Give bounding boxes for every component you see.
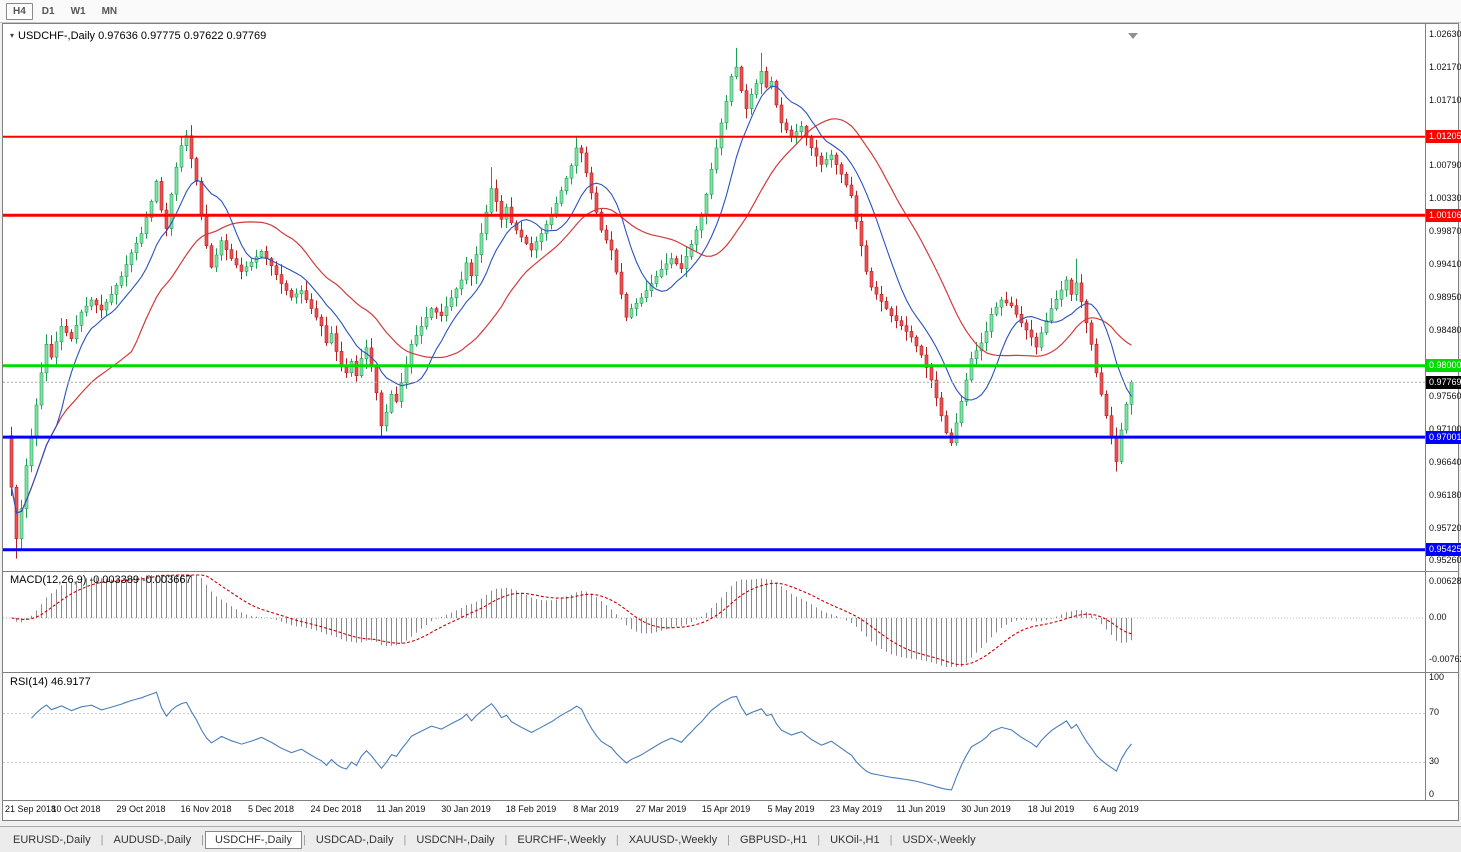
date-label: 15 Apr 2019 (701, 804, 751, 814)
chart-title: USDCHF-,Daily 0.97636 0.97775 0.97622 0.… (18, 30, 267, 42)
tab-separator: | (504, 833, 508, 846)
tab-separator: | (889, 833, 893, 846)
collapse-arrow-icon[interactable]: ▾ (10, 31, 15, 40)
date-label: 18 Jul 2019 (1027, 804, 1075, 814)
timeframe-button-h4[interactable]: H4 (6, 2, 33, 20)
rsi-axis-label: 0 (1429, 789, 1435, 799)
price-tick-0.95720: 0.95720 (1429, 523, 1461, 533)
price-tick-0.97100: 0.97100 (1429, 424, 1461, 434)
rsi-axis-label: 70 (1429, 707, 1440, 717)
chart-canvas[interactable] (3, 24, 1458, 820)
ma-fast-line (10, 85, 1132, 514)
price-tick-0.99410: 0.99410 (1429, 259, 1461, 269)
price-axis[interactable]: 1.02630 1.02170 1.01710 1.00790 1.00330 0.998… (1426, 24, 1461, 800)
chart-tab-usdcad-daily[interactable]: USDCAD-,Daily (315, 833, 394, 846)
tab-separator: | (727, 833, 730, 846)
date-label: 11 Jun 2019 (896, 804, 946, 814)
level-badge-1.01205: 1.01205 (1426, 130, 1461, 143)
date-label: 27 Mar 2019 (635, 804, 687, 814)
date-label: 8 Mar 2019 (573, 804, 619, 814)
macd-signal-line (11, 574, 1132, 666)
level-badge-0.95425: 0.95425 (1426, 543, 1461, 556)
date-label: 23 May 2019 (829, 804, 883, 814)
price-tick-1.02170: 1.02170 (1429, 62, 1461, 72)
timeframe-button-w1[interactable]: W1 (70, 5, 86, 17)
chart-shift-marker-icon[interactable] (1128, 33, 1138, 39)
ma-slow-line (10, 118, 1132, 514)
chart-tabbar: EURUSD-,Daily | AUDUSD-,Daily | USDCHF-,Dail… (0, 826, 1461, 852)
tab-separator: | (615, 833, 619, 846)
tab-separator: | (403, 833, 407, 846)
chart-tab-eurusd-daily[interactable]: EURUSD-,Daily (13, 833, 91, 846)
date-label: 6 Aug 2019 (1093, 804, 1139, 814)
date-label: 5 May 2019 (767, 804, 815, 814)
tab-separator: | (302, 833, 306, 846)
price-tick-0.96640: 0.96640 (1429, 457, 1461, 467)
price-tick-0.99870: 0.99870 (1429, 226, 1461, 236)
chart-window: ▾ USDCHF-,Daily 0.97636 0.97775 0.97622 0… (2, 23, 1461, 821)
date-label: 30 Jan 2019 (441, 804, 491, 814)
date-label: 30 Jun 2019 (961, 804, 1011, 814)
date-label: 16 Nov 2018 (180, 804, 232, 814)
macd-axis-label: 0.006286 (1429, 576, 1461, 586)
chart-tab-xauusd-weekly[interactable]: XAUUSD-,Weekly (628, 833, 718, 846)
chart-tab-eurchf-weekly[interactable]: EURCHF-,Weekly (517, 833, 606, 846)
chart-header: ▾ USDCHF-,Daily 0.97636 0.97775 0.97622 0… (10, 30, 266, 42)
chart-tab-audusd-daily[interactable]: AUDUSD-,Daily (113, 833, 192, 846)
date-label: 10 Oct 2018 (51, 804, 101, 814)
timeframe-button-mn[interactable]: MN (101, 5, 118, 17)
date-label: 18 Feb 2019 (505, 804, 557, 814)
timeframe-button-d1[interactable]: D1 (41, 5, 55, 17)
chart-tab-usdx-weekly[interactable]: USDX-,Weekly (902, 833, 976, 846)
price-tick-0.97560: 0.97560 (1429, 391, 1461, 401)
chart-tab-usdchf-daily[interactable]: USDCHF-,Daily (204, 830, 302, 849)
level-badge-0.97001: 0.97001 (1426, 431, 1461, 444)
rsi-axis-label: 100 (1429, 672, 1445, 682)
date-label: 29 Oct 2018 (116, 804, 166, 814)
macd-label: MACD(12,26,9) -0.003389 -0.003667 (10, 574, 192, 586)
time-axis[interactable]: 21 Sep 2018 10 Oct 2018 29 Oct 2018 16 Nov … (3, 801, 1425, 821)
price-tick-0.95260: 0.95260 (1429, 555, 1461, 565)
chart-tab-gbpusd-h1[interactable]: GBPUSD-,H1 (739, 833, 808, 846)
date-label: 5 Dec 2018 (247, 804, 295, 814)
price-tick-0.96180: 0.96180 (1429, 490, 1461, 500)
tab-separator: | (817, 833, 821, 846)
price-tick-0.98480: 0.98480 (1429, 325, 1461, 335)
date-label: 11 Jan 2019 (376, 804, 426, 814)
rsi-label: RSI(14) 46.9177 (10, 676, 91, 688)
macd-histogram (16, 575, 1132, 667)
tab-separator: | (201, 833, 204, 846)
chart-tab-ukoil-h1[interactable]: UKOil-,H1 (830, 833, 880, 846)
price-tick-1.00790: 1.00790 (1429, 160, 1461, 170)
date-label: 21 Sep 2018 (5, 804, 57, 814)
date-label: 24 Dec 2018 (310, 804, 362, 814)
price-tick-0.98950: 0.98950 (1429, 292, 1461, 302)
tab-separator: | (100, 833, 104, 846)
timeframe-toolbar: H4 D1 W1 MN (0, 0, 1461, 23)
current-price-badge: 0.97769 (1426, 376, 1461, 389)
chart-tab-usdcnh-daily[interactable]: USDCNH-,Daily (416, 833, 495, 846)
candlestick-series (9, 47, 1134, 559)
rsi-axis-label: 30 (1429, 756, 1440, 766)
level-badge-1.00106: 1.00106 (1426, 209, 1461, 222)
price-tick-1.01710: 1.01710 (1429, 95, 1461, 105)
level-badge-0.98000: 0.98000 (1426, 359, 1461, 372)
macd-axis-label: -0.007620 (1429, 654, 1461, 664)
macd-axis-label: 0.00 (1429, 612, 1447, 622)
price-tick-1.00330: 1.00330 (1429, 193, 1461, 203)
rsi-line (31, 691, 1132, 791)
price-tick-1.02630: 1.02630 (1429, 29, 1461, 39)
